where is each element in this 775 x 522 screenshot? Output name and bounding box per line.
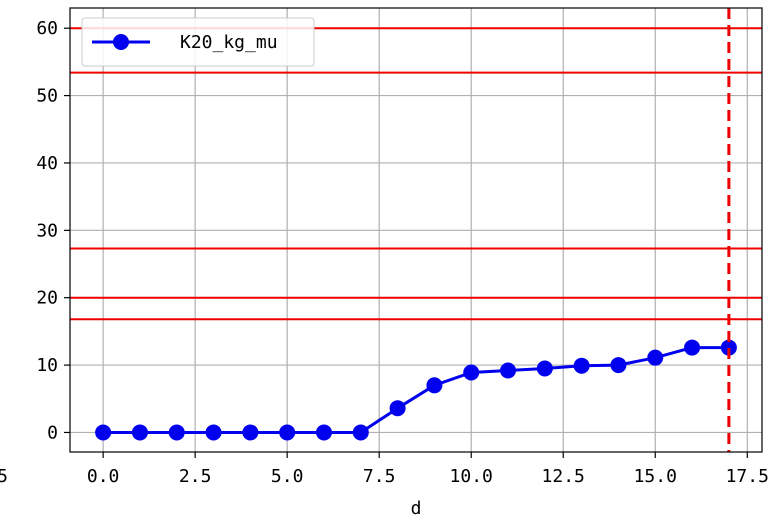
y-tick-label: 0 (47, 422, 58, 443)
reference-hlines (70, 27, 762, 321)
x-tick-label-partial: 5 (0, 466, 8, 487)
x-tick-label: 2.5 (179, 466, 212, 487)
y-tick-label: 40 (36, 153, 58, 174)
series-line (103, 346, 729, 434)
x-tick-label: 0.0 (87, 466, 120, 487)
grid (70, 8, 762, 452)
x-tick-label: 5.0 (271, 466, 304, 487)
data-point (573, 357, 590, 374)
data-point (279, 424, 296, 441)
y-tick-label: 30 (36, 220, 58, 241)
series-layer (95, 339, 737, 441)
data-point (131, 424, 148, 441)
legend-label: K20_kg_mu (180, 32, 278, 53)
data-point (610, 357, 627, 374)
x-tick-label: 12.5 (542, 466, 585, 487)
data-point (205, 424, 222, 441)
data-point (389, 400, 406, 417)
data-point (500, 362, 517, 379)
data-point (242, 424, 259, 441)
x-tick-label: 10.0 (450, 466, 493, 487)
data-point (352, 424, 369, 441)
y-tick-label: 60 (36, 18, 58, 39)
data-point (463, 364, 480, 381)
data-point (684, 339, 701, 356)
data-point (426, 377, 443, 394)
data-point (720, 339, 737, 356)
x-tick-label: 15.0 (634, 466, 677, 487)
legend-box (81, 17, 315, 67)
data-point (647, 349, 664, 366)
x-axis-ticks: 0.0 2.5 5.0 7.5 10.0 12.5 15.0 17.5 5 (0, 452, 769, 487)
data-point (168, 424, 185, 441)
x-axis-title: d (411, 498, 422, 519)
data-point (315, 424, 332, 441)
y-tick-label: 10 (36, 355, 58, 376)
x-tick-label: 7.5 (363, 466, 396, 487)
legend: K20_kg_mu (81, 17, 315, 67)
x-tick-label: 17.5 (726, 466, 769, 487)
legend-marker-swatch (113, 34, 129, 50)
data-point (536, 360, 553, 377)
y-tick-label: 50 (36, 86, 58, 107)
y-tick-label: 20 (36, 288, 58, 309)
y-axis-ticks: 0 10 20 30 40 50 60 (36, 18, 70, 443)
data-point (95, 424, 112, 441)
